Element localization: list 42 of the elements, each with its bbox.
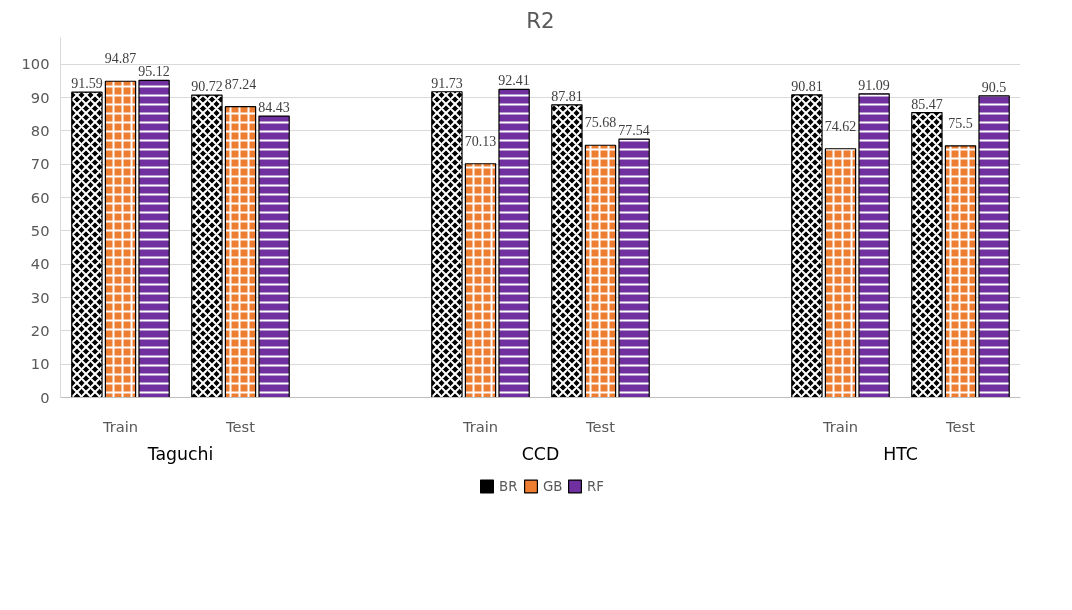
y-tick-label: 60 (30, 188, 50, 206)
x-tick-label: Test (945, 417, 976, 435)
legend-label: GB (543, 478, 563, 494)
y-tick-label: 20 (30, 321, 50, 339)
y-tick-label: 30 (30, 288, 50, 306)
data-label: 74.62 (824, 118, 857, 134)
text: CCD (521, 443, 560, 464)
x-tick-label: Test (225, 417, 256, 435)
data-label: 70.13 (464, 133, 497, 149)
data-label: 95.12 (138, 64, 170, 80)
data-label: 90.81 (791, 78, 823, 94)
data-label: 91.09 (858, 77, 890, 93)
text: HTC (883, 443, 918, 464)
x-tick-label: Train (821, 417, 859, 435)
y-tick-label: 100 (21, 55, 50, 73)
data-label: 77.54 (618, 123, 650, 139)
data-label: 75.68 (584, 115, 617, 131)
x-tick-label: Train (101, 417, 139, 435)
data-label: 94.87 (104, 51, 137, 67)
data-label: 87.81 (551, 88, 583, 104)
y-tick-label: 50 (30, 221, 50, 239)
y-tick-label: 40 (30, 255, 50, 273)
data-label: 75.5 (948, 115, 973, 131)
data-label: 91.59 (71, 76, 103, 92)
chart-title: R2 (526, 7, 555, 33)
x-tick-label: Train (461, 417, 499, 435)
data-label: 91.73 (431, 75, 463, 91)
legend-label: BR (499, 478, 519, 494)
y-tick-label: 10 (30, 355, 50, 373)
y-tick-label: 80 (30, 121, 50, 139)
y-tick-label: 0 (40, 388, 50, 406)
y-tick-label: 70 (30, 155, 50, 173)
data-label: 90.72 (191, 79, 223, 95)
data-label: 87.24 (224, 76, 257, 92)
data-label: 84.43 (258, 100, 290, 116)
data-label: 90.5 (981, 79, 1007, 95)
y-tick-label: 90 (30, 88, 50, 106)
legend-label: RF (587, 478, 605, 494)
data-label: 92.41 (498, 73, 530, 89)
data-label: 85.47 (911, 96, 943, 112)
text: Taguchi (146, 443, 214, 464)
x-tick-label: Test (585, 417, 616, 435)
